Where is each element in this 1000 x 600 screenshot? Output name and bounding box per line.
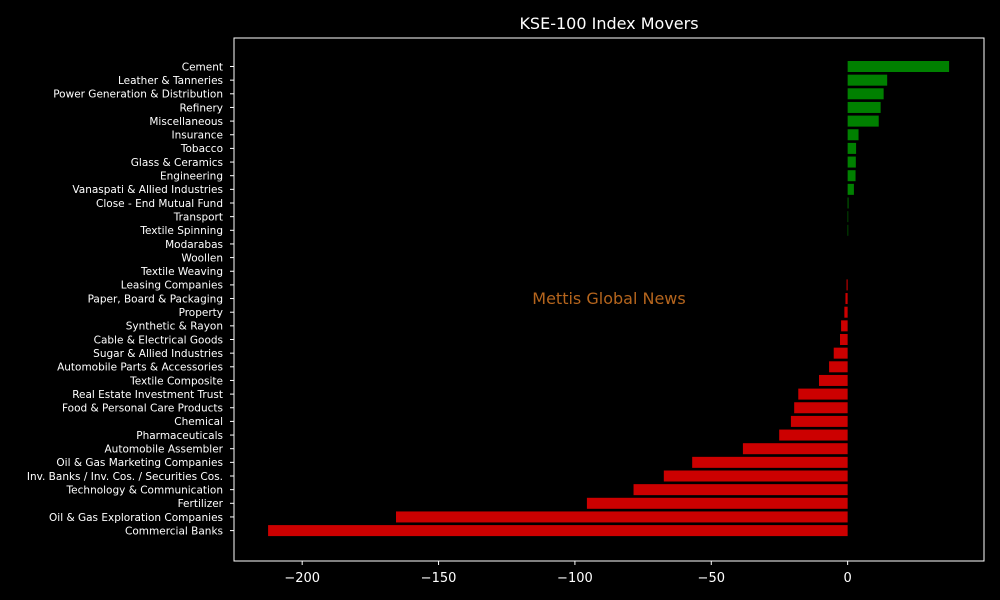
category-label: Property (179, 307, 223, 319)
bar-refinery (847, 101, 881, 113)
bar-property (844, 306, 848, 318)
bar-textile-composite (819, 374, 848, 386)
x-tick-label: −150 (421, 571, 457, 586)
category-label: Automobile Parts & Accessories (57, 362, 223, 374)
bar-miscellaneous (847, 115, 879, 127)
category-label: Leasing Companies (121, 280, 223, 292)
bar-cable-electrical-goods (840, 334, 848, 345)
bar-sugar-allied-industries (833, 347, 848, 359)
category-label: Cable & Electrical Goods (94, 334, 223, 346)
category-label: Miscellaneous (149, 116, 223, 128)
category-label: Commercial Banks (125, 525, 223, 537)
bar-insurance (847, 129, 859, 141)
bar-cement (847, 61, 950, 72)
bar-oil-gas-exploration-companies (396, 511, 848, 523)
bar-synthetic-rayon (841, 320, 848, 332)
category-label: Transport (173, 211, 223, 223)
bar-oil-gas-marketing-companies (692, 456, 848, 468)
bar-chemical (790, 415, 848, 427)
category-label: Textile Spinning (139, 225, 223, 237)
category-label: Sugar & Allied Industries (93, 348, 223, 360)
x-tick-label: −50 (698, 571, 725, 586)
bar-engineering (847, 170, 856, 182)
bar-real-estate-investment-trust (798, 388, 848, 400)
bar-paper-board-packaging (845, 293, 848, 305)
x-tick-label: 0 (843, 571, 851, 586)
category-label: Cement (182, 61, 223, 73)
category-label: Chemical (174, 416, 223, 428)
category-label: Technology & Communication (66, 484, 223, 496)
category-label: Power Generation & Distribution (53, 89, 223, 101)
category-label: Pharmaceuticals (136, 430, 223, 442)
category-label: Automobile Assembler (105, 444, 224, 456)
category-label: Insurance (171, 130, 223, 142)
bar-automobile-assembler (742, 443, 848, 455)
bar-automobile-parts-accessories (829, 361, 848, 373)
watermark: Mettis Global News (532, 289, 685, 308)
category-label: Close - End Mutual Fund (96, 198, 223, 210)
x-axis: −200 −150 −100 −50 0 (284, 561, 852, 586)
category-label: Tobacco (180, 143, 223, 155)
plot-frame (233, 37, 985, 562)
y-axis-labels: Cement Leather & Tanneries Power Generatio… (27, 61, 234, 537)
category-label: Woollen (181, 252, 223, 264)
category-label: Inv. Banks / Inv. Cos. / Securities Cos. (27, 471, 223, 483)
category-label: Food & Personal Care Products (62, 403, 223, 415)
category-label: Engineering (160, 171, 223, 183)
x-tick-label: −200 (284, 571, 320, 586)
bar-food-personal-care-products (794, 402, 848, 414)
bar-inv-banks-inv-cos-securities-cos (663, 470, 848, 482)
category-label: Paper, Board & Packaging (88, 293, 223, 305)
bar-leather-tanneries (847, 74, 888, 86)
bar-power-generation-distribution (847, 88, 884, 100)
category-label: Textile Composite (129, 375, 223, 387)
bar-pharmaceuticals (779, 429, 848, 441)
bar-glass-ceramics (847, 156, 856, 168)
bar-group (268, 61, 950, 537)
bar-fertilizer (586, 497, 848, 509)
category-label: Synthetic & Rayon (126, 321, 223, 333)
category-label: Fertilizer (178, 498, 224, 510)
category-label: Refinery (179, 102, 223, 114)
bar-leasing-companies (846, 279, 848, 291)
category-label: Modarabas (165, 239, 223, 251)
category-label: Real Estate Investment Trust (72, 389, 223, 401)
category-label: Vanaspati & Allied Industries (72, 184, 223, 196)
bar-tobacco (847, 142, 857, 154)
x-tick-label: −100 (557, 571, 593, 586)
bar-transport (847, 211, 849, 223)
category-label: Leather & Tanneries (118, 75, 223, 87)
bar-close-end-mutual-fund (847, 197, 849, 209)
category-label: Oil & Gas Marketing Companies (56, 457, 223, 469)
category-label: Glass & Ceramics (131, 157, 223, 169)
bar-commercial-banks (268, 525, 848, 537)
bar-textile-spinning (847, 224, 849, 236)
chart-title: KSE-100 Index Movers (519, 14, 698, 33)
category-label: Textile Weaving (140, 266, 223, 278)
bar-vanaspati-allied-industries (847, 183, 854, 195)
bar-technology-communication (633, 484, 848, 496)
category-label: Oil & Gas Exploration Companies (49, 512, 223, 524)
